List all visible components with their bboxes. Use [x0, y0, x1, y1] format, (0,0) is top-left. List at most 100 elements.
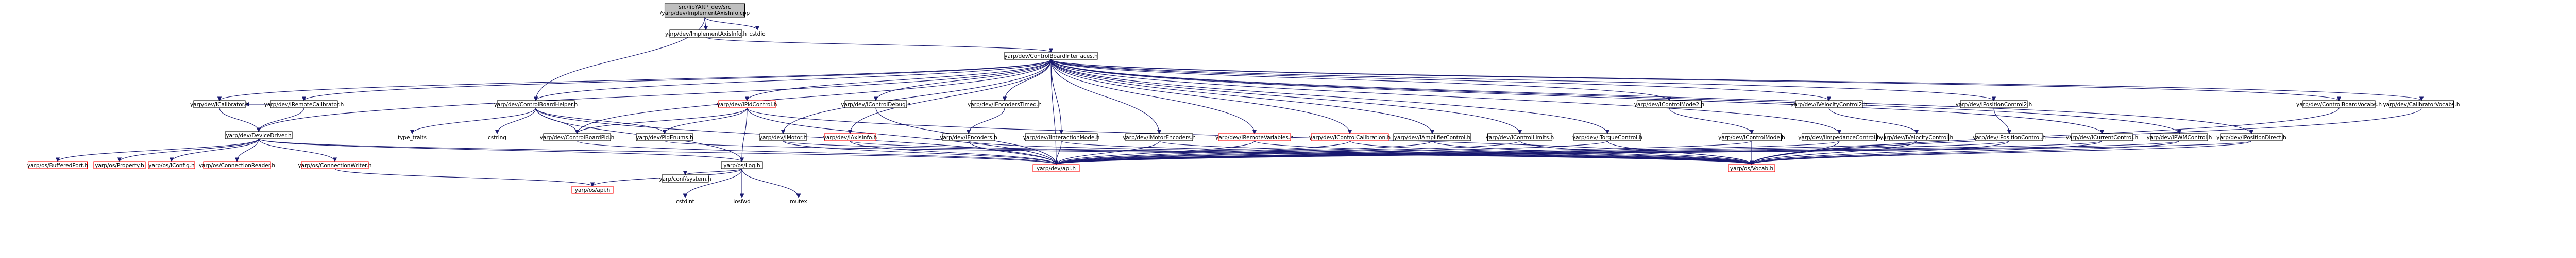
node-label-cwriter: yarp/os/ConnectionWriter.h	[298, 163, 371, 169]
node-clim[interactable]: yarp/dev/IControlLimits.h	[1486, 133, 1554, 141]
node-label-root-0: src/libYARP_dev/src	[679, 4, 731, 10]
node-ts: type_traits	[398, 135, 427, 141]
node-cbh[interactable]: yarp/dev/ControlBoardHelper.h	[494, 100, 578, 108]
edge-cbi-to-posdir	[1050, 59, 2251, 134]
edge-pid-to-devapi	[747, 107, 1056, 165]
node-pos[interactable]: yarp/dev/IPositionControl.h	[1973, 133, 2046, 141]
edge-posdir-to-vocab	[1752, 140, 2252, 165]
node-prop[interactable]: yarp/os/Property.h	[93, 161, 146, 169]
edge-dd-to-iconfig	[172, 138, 259, 162]
node-pos2[interactable]: yarp/dev/IPositionControl2.h	[1956, 100, 2032, 108]
node-ccal[interactable]: yarp/dev/IControlCalibration.h	[1309, 133, 1391, 141]
edge-pid-to-log	[742, 107, 748, 162]
node-dd[interactable]: yarp/dev/DeviceDriver.h	[225, 131, 293, 139]
node-pwm[interactable]: yarp/dev/IPWMControl.h	[2147, 133, 2212, 141]
node-vocab[interactable]: yarp/os/Vocab.h	[1728, 164, 1775, 172]
edge-cbi-to-cmode2	[1050, 59, 1669, 101]
node-axisinfo[interactable]: yarp/dev/IAxisInfo.h	[823, 133, 877, 141]
node-vel2[interactable]: yarp/dev/IVelocityControl2.h	[1791, 100, 1868, 108]
node-box-menc	[1125, 133, 1193, 141]
node-label-cstring: cstring	[488, 135, 506, 141]
node-posdir[interactable]: yarp/dev/IPositionDirect.h	[2216, 133, 2286, 141]
edge-cbi-to-pos2	[1050, 59, 1994, 101]
edge-remvar-to-devapi	[1056, 140, 1255, 165]
node-motor[interactable]: yarp/dev/IMotor.h	[759, 133, 807, 141]
edge-cbi-to-motor	[783, 59, 1052, 134]
node-cbpid[interactable]: yarp/dev/ControlBoardPid.h	[540, 133, 615, 141]
node-label-axisinfo: yarp/dev/IAxisInfo.h	[823, 135, 877, 141]
node-impl[interactable]: yarp/dev/ImplementAxisInfo.h	[665, 29, 747, 38]
node-imped[interactable]: yarp/dev/IImpedanceControl.h	[1798, 133, 1880, 141]
node-label-cmode: yarp/dev/IControlMode.h	[1718, 135, 1785, 141]
node-label-enct: yarp/dev/IEncodersTimed.h	[968, 102, 1042, 108]
node-label-mutex: mutex	[790, 199, 807, 205]
node-label-torque: yarp/dev/ITorqueControl.h	[1572, 135, 1642, 141]
edge-cbh-to-cstring	[497, 107, 536, 134]
edge-pos-to-vocab	[1752, 140, 2010, 165]
node-cwriter[interactable]: yarp/os/ConnectionWriter.h	[298, 161, 372, 169]
node-imode[interactable]: yarp/dev/IInteractionMode.h	[1023, 133, 1100, 141]
node-cbvocab[interactable]: yarp/dev/ControlBoardVocabs.h	[2296, 100, 2382, 108]
node-box-remcal	[270, 100, 338, 108]
edge-cbi-to-axisinfo	[850, 59, 1052, 134]
node-calib[interactable]: yarp/dev/ICalibrator.h	[190, 100, 249, 108]
node-log[interactable]: yarp/os/Log.h	[721, 161, 763, 169]
node-remvar[interactable]: yarp/dev/IRemoteVariables.h	[1215, 133, 1294, 141]
edge-dd-to-log	[258, 138, 742, 162]
node-creader[interactable]: yarp/os/ConnectionReader.h	[199, 161, 275, 169]
node-cstdint: cstdint	[676, 199, 694, 205]
node-osapi[interactable]: yarp/os/api.h	[571, 186, 614, 194]
node-box-impl	[669, 29, 742, 38]
node-amp[interactable]: yarp/dev/IAmplifierControl.h	[1393, 133, 1471, 141]
node-label-curr: yarp/dev/ICurrentControl.h	[2066, 135, 2139, 141]
edge-pid-to-pidenum	[665, 107, 748, 134]
node-cmode2[interactable]: yarp/dev/IControlMode2.h	[1634, 100, 1704, 108]
edge-root-to-cstdio	[704, 17, 757, 30]
node-enc[interactable]: yarp/dev/IEncoders.h	[940, 133, 997, 141]
node-devapi[interactable]: yarp/dev/api.h	[1032, 164, 1080, 172]
edge-curr-to-vocab	[1752, 140, 2103, 165]
node-cstring: cstring	[488, 135, 506, 141]
node-remcal[interactable]: yarp/dev/IRemoteCalibrator.h	[264, 100, 344, 108]
node-bport[interactable]: yarp/os/BufferedPort.h	[27, 161, 88, 169]
edge-cbi-to-cbpid	[577, 59, 1052, 134]
edge-clim-to-devapi	[1056, 140, 1520, 165]
edge-dd-to-devapi	[258, 138, 1056, 165]
edge-cbi-to-amp	[1050, 59, 1432, 134]
node-label-sys: yarp/conf/system.h	[659, 176, 711, 182]
node-box-log	[721, 161, 763, 169]
node-box-axisinfo	[824, 133, 876, 141]
node-label-log: yarp/os/Log.h	[723, 163, 760, 169]
edge-cbi-to-pwm	[1050, 59, 2179, 134]
node-cmode[interactable]: yarp/dev/IControlMode.h	[1718, 133, 1785, 141]
node-box-creader	[203, 161, 271, 169]
edge-impl-to-cbi	[705, 37, 1051, 53]
edge-menc-to-devapi	[1056, 140, 1160, 165]
node-box-cbpid	[543, 133, 611, 141]
node-sys[interactable]: yarp/conf/system.h	[659, 174, 711, 183]
node-iconfig[interactable]: yarp/os/IConfig.h	[148, 161, 195, 169]
node-box-enct	[971, 100, 1039, 108]
node-vel[interactable]: yarp/dev/IVelocityControl.h	[1880, 133, 1953, 141]
node-menc[interactable]: yarp/dev/IMotorEncoders.h	[1123, 133, 1196, 141]
node-pid[interactable]: yarp/dev/IPidControl.h	[717, 100, 777, 108]
node-curr[interactable]: yarp/dev/ICurrentControl.h	[2066, 133, 2139, 141]
node-box-bport	[27, 161, 88, 169]
edge-log-to-mutex	[741, 168, 799, 198]
node-enct[interactable]: yarp/dev/IEncodersTimed.h	[968, 100, 1042, 108]
node-layer: src/libYARP_dev/src/yarp/dev/ImplementAx…	[27, 3, 2460, 205]
node-label-iosfwd: iosfwd	[733, 199, 751, 205]
node-pidenum[interactable]: yarp/dev/PidEnums.h	[636, 133, 693, 141]
node-box-cmode2	[1636, 100, 1702, 108]
node-cbi[interactable]: yarp/dev/ControlBoardInterfaces.h	[1004, 52, 1098, 60]
node-box-prop	[93, 161, 146, 169]
node-box-root	[664, 3, 745, 18]
node-torque[interactable]: yarp/dev/ITorqueControl.h	[1572, 133, 1642, 141]
node-label-posdir: yarp/dev/IPositionDirect.h	[2216, 135, 2286, 141]
node-box-devapi	[1032, 164, 1080, 172]
node-calvocab[interactable]: yarp/dev/CalibratorVocabs.h	[2383, 100, 2460, 108]
node-cdbg[interactable]: yarp/dev/IControlDebug.h	[841, 100, 911, 108]
node-label-cbvocab: yarp/dev/ControlBoardVocabs.h	[2296, 102, 2382, 108]
edge-pidenum-to-vocab	[664, 140, 1752, 165]
